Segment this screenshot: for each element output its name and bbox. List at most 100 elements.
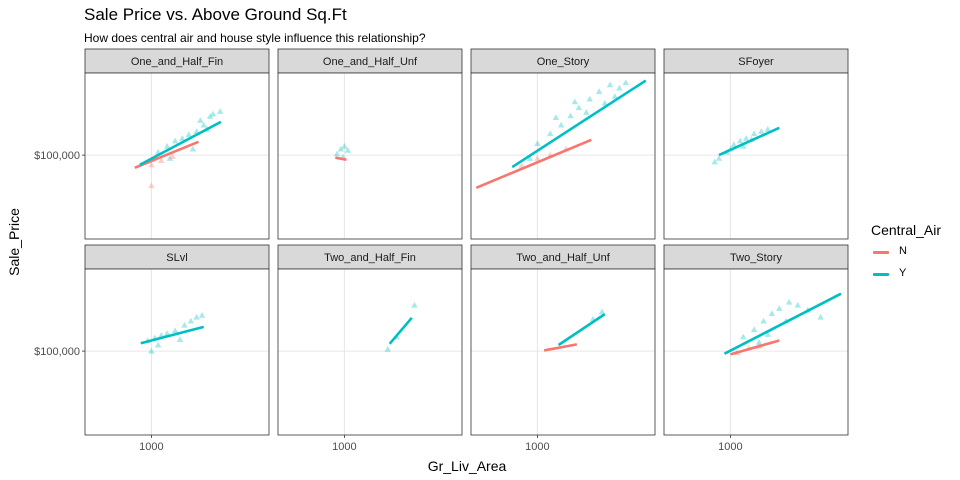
x-tick-label: 1000 [525,441,549,453]
legend-title: Central_Air [871,222,942,238]
scatter-point-y [601,99,608,106]
scatter-point-y [595,88,603,94]
scatter-point-y [552,114,560,120]
scatter-point-y [216,108,224,114]
scatter-point-y [384,345,391,352]
scatter-point-y [163,330,171,336]
x-axis-label: Gr_Liv_Area [427,458,507,474]
scatter-point-n [158,157,165,163]
scatter-point-y [547,130,554,137]
scatter-point-y [166,155,174,161]
facet-border-two-and-half-unf [470,268,656,436]
scatter-point-y [526,155,534,161]
scatter-point-y [794,301,801,308]
scatter-point-y [171,327,179,334]
facet-border-sfoyer [663,72,849,240]
fit-line-y [723,292,842,355]
scatter-point-y [742,135,750,141]
scatter-point-y [817,313,824,320]
scatter-point-y [534,140,541,146]
chart-title: Sale Price vs. Above Ground Sq.Ft [84,5,347,24]
scatter-point-y [755,338,763,345]
facet-label-two-and-half-unf: Two_and_Half_Unf [516,252,611,264]
fit-line-n [134,140,199,170]
scatter-point-y [583,109,590,115]
scatter-point-y [760,317,767,324]
facet-label-two-and-half-fin: Two_and_Half_Fin [324,252,416,264]
facet-panel-one-story [471,73,655,239]
facet-label-two-story: Two_Story [730,252,782,264]
facet-strip-two-and-half-fin [277,244,463,270]
facet-strip-one-story [470,48,656,74]
facet-label-one-story: One_Story [537,56,590,68]
scatter-point-n [169,153,176,159]
facet-label-one-and-half-fin: One_and_Half_Fin [131,56,223,68]
legend-swatch-y [873,273,889,276]
scatter-point-y [571,98,579,105]
scatter-point-y [611,93,619,99]
facet-border-one-and-half-fin [84,72,270,240]
scatter-point-y [750,326,758,333]
scatter-point-y [154,341,162,348]
scatter-point-y [557,121,565,128]
scatter-point-y [163,142,171,149]
scatter-point-y [198,312,206,318]
scatter-point-n [534,155,541,161]
facet-border-slvl [84,268,270,436]
scatter-point-y [764,331,772,337]
y-tick-label: $100,000 [34,150,80,162]
facet-panel-one-and-half-fin [85,73,269,239]
scatter-point-y [586,95,593,102]
scatter-point-y [776,305,783,311]
facet-strip-two-and-half-unf [470,244,656,270]
fit-line-y [140,325,205,345]
legend-label-n: N [899,245,907,257]
scatter-point-y [768,310,776,316]
legend-swatch-n [873,251,889,254]
fit-line-n [335,156,347,162]
scatter-point-y [740,142,747,149]
scatter-point-y [606,81,614,88]
scatter-point-y [737,137,744,144]
scatter-point-y [785,298,793,305]
scatter-point-y [711,158,718,165]
scatter-point-y [341,142,348,149]
fit-line-y [388,316,413,345]
scatter-point-y [209,110,217,117]
scatter-point-y [200,121,207,128]
scatter-point-y [148,347,155,354]
fit-line-y [718,126,780,157]
x-tick-label: 1000 [139,441,163,453]
fit-line-n [730,339,780,356]
scatter-point-y [344,146,352,153]
fit-line-n [475,138,592,190]
x-tick-label: 1000 [718,441,742,453]
scatter-point-y [764,125,772,132]
scatter-point-y [575,104,583,111]
scatter-point-y [181,321,188,328]
scatter-point-y [730,141,738,148]
facet-panel-one-and-half-unf [278,73,462,239]
scatter-point-y [171,137,179,144]
facet-border-one-story [470,72,656,240]
facet-label-sfoyer: SFoyer [738,56,774,68]
facet-label-one-and-half-unf: One_and_Half_Unf [323,56,418,68]
y-tick-label: $100,000 [34,346,80,358]
facet-strip-one-and-half-fin [84,48,270,74]
fit-line-y [511,79,647,169]
scatter-point-y [758,128,765,134]
fit-line-y [557,313,606,347]
scatter-point-y [197,117,204,123]
scatter-point-y [206,113,214,119]
facet-border-two-story [663,268,849,436]
scatter-point-y [616,84,623,91]
scatter-point-y [337,145,344,152]
facet-strip-sfoyer [663,48,849,74]
scatter-point-y [187,317,195,324]
scatter-point-y [185,131,193,138]
scatter-point-y [411,301,418,308]
scatter-point-y [622,79,629,86]
scatter-point-y [179,135,186,141]
fit-line-y [139,120,222,166]
